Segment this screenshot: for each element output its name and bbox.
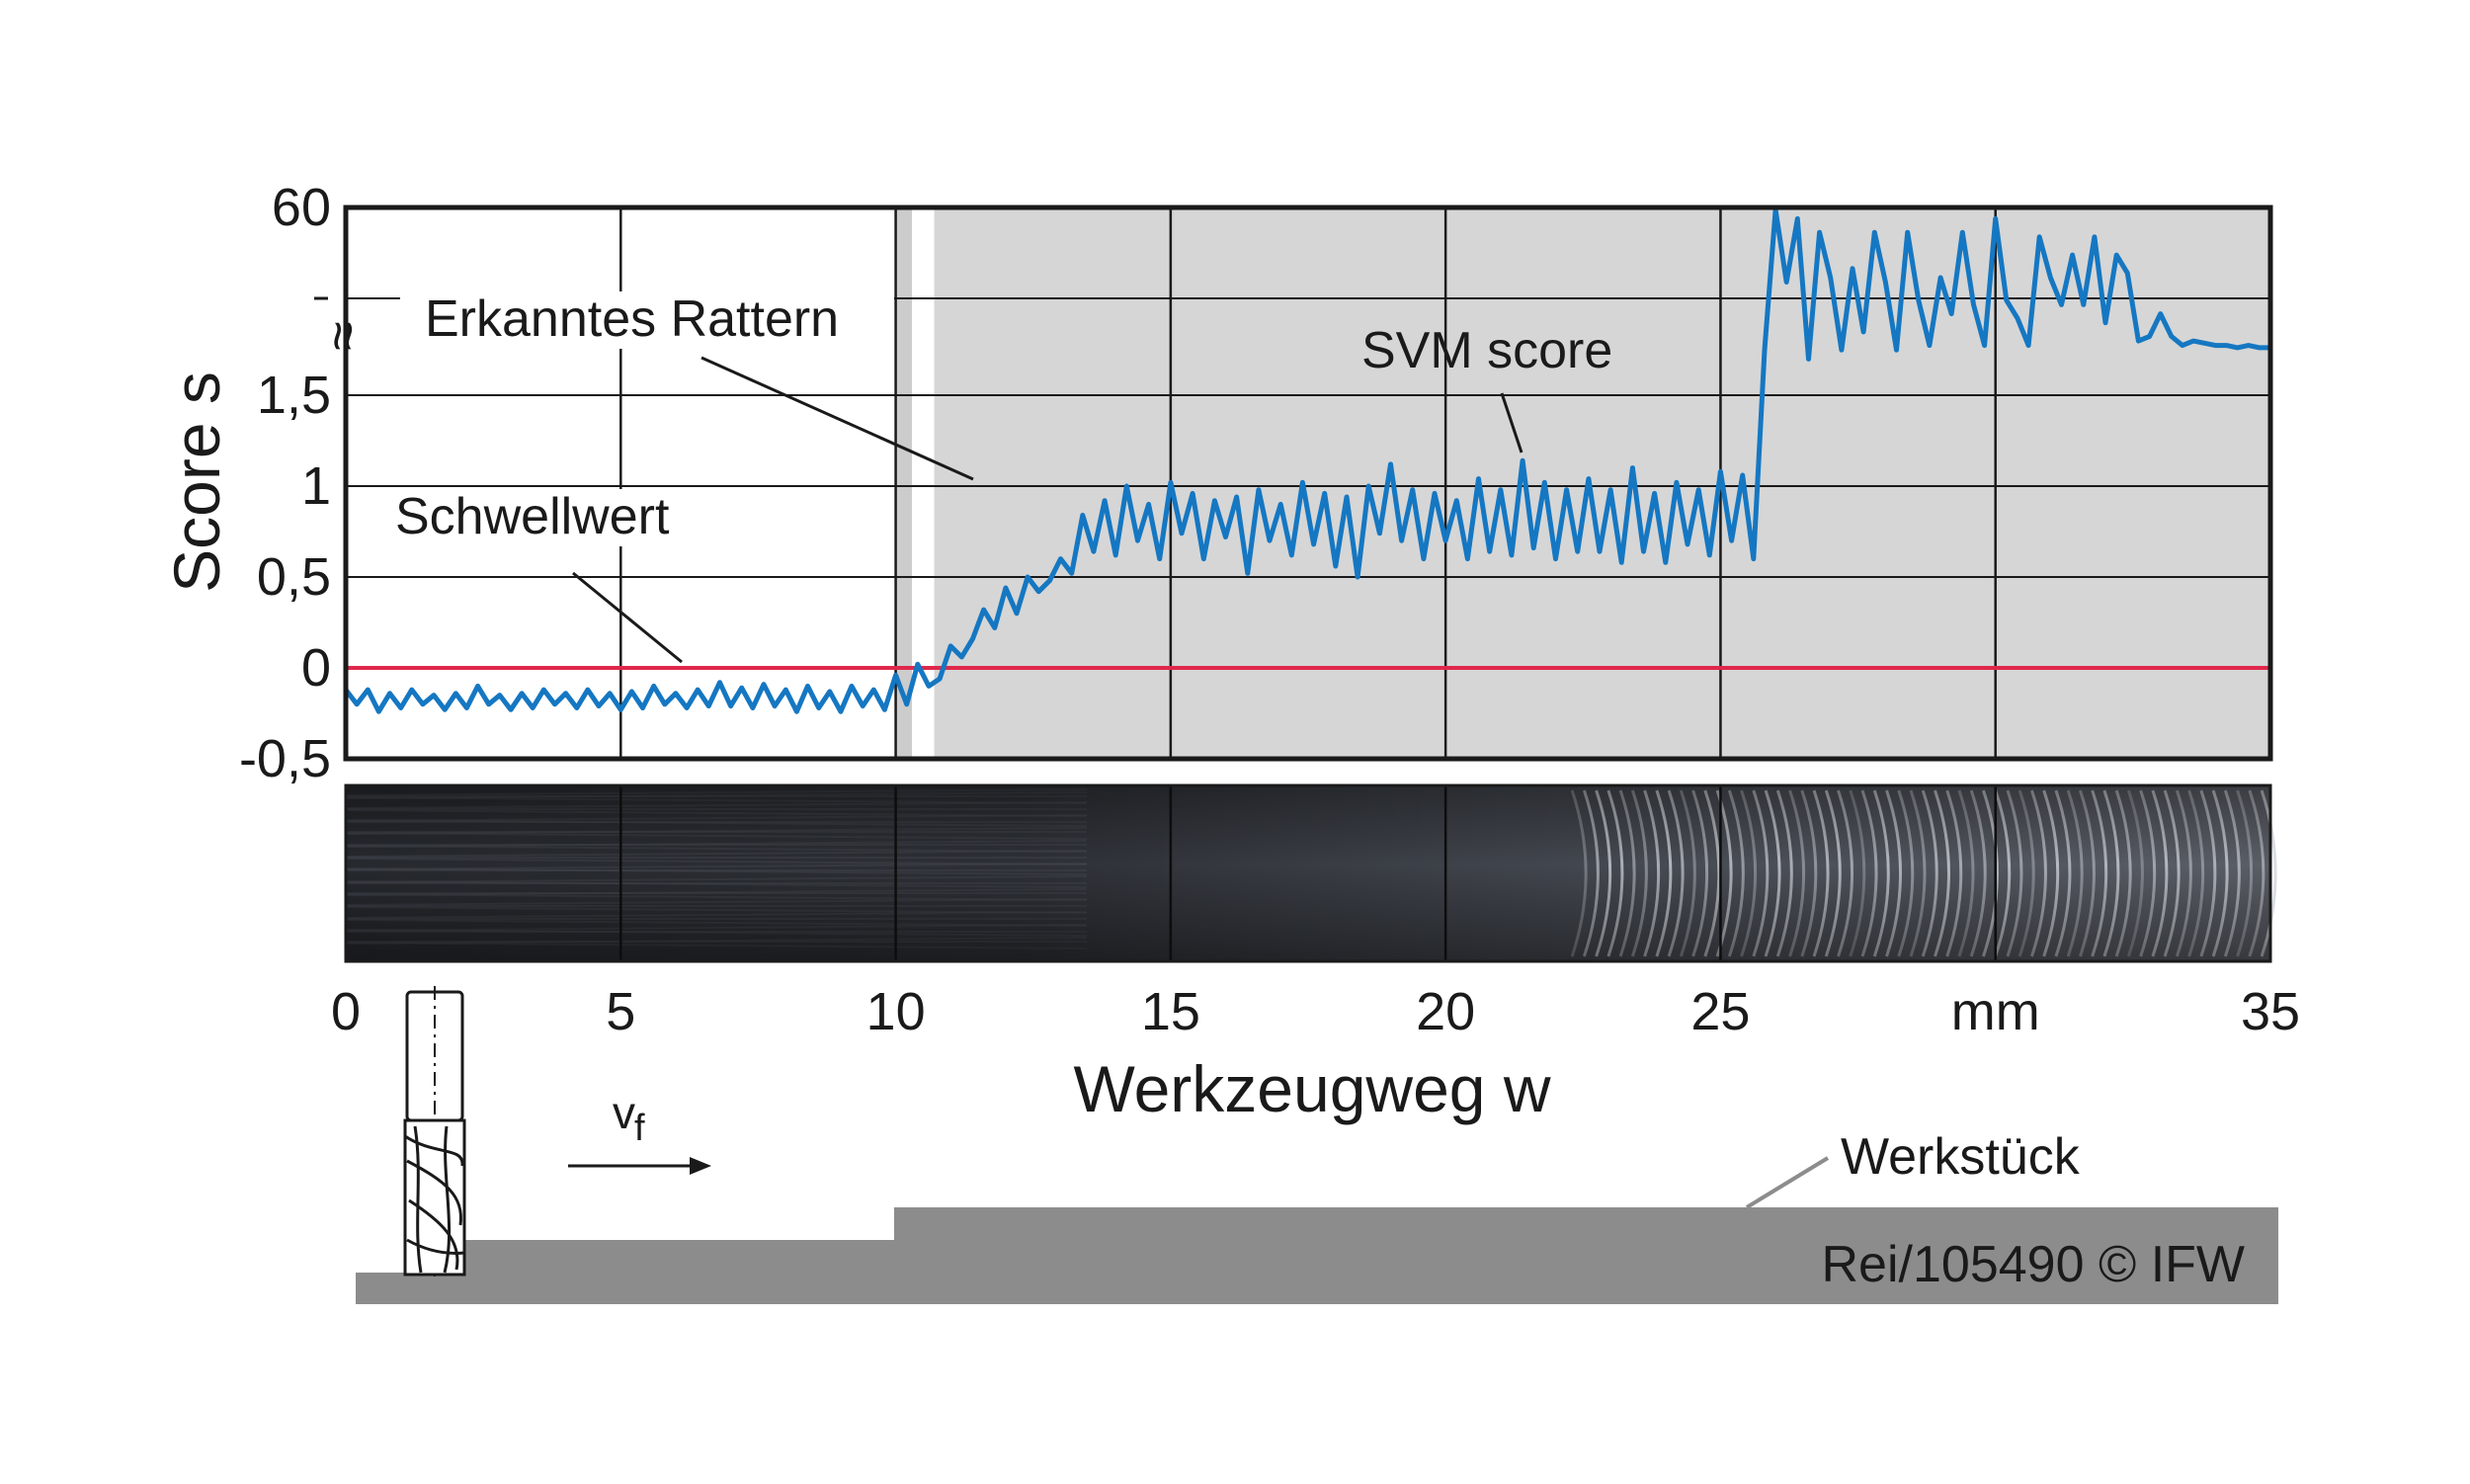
- label-knockout: [400, 291, 894, 349]
- feed-label: v: [613, 1087, 635, 1138]
- y-tick-label: 0: [301, 638, 331, 698]
- y-tick-label: 0,5: [257, 547, 331, 607]
- x-axis: 0 5 10 15 20 25 mm 35 Werkzeugweg w: [331, 982, 2300, 1125]
- strip-grid-lines: [619, 785, 1997, 961]
- chatter-label: Erkanntes Rattern: [425, 290, 839, 348]
- workpiece-illustration: Werkstück Rei/105490 © IFW v f: [356, 986, 2278, 1304]
- x-tick-labels: 0 5 10 15 20 25 mm 35: [331, 982, 2300, 1041]
- y-tick-label: 1,5: [257, 366, 331, 425]
- y-tick-label: -0,5: [239, 729, 331, 788]
- x-tick-label: 0: [331, 982, 361, 1041]
- surface-photo-strip: [344, 783, 2277, 963]
- y-tick-labels: -0,5 0 0,5 1 1,5 60: [239, 178, 331, 788]
- plot-panel: [343, 205, 2273, 762]
- annotations: Erkanntes Rattern Schwellwert SVM score: [395, 290, 1612, 664]
- credit-text: Rei/105490 © IFW: [1822, 1236, 2246, 1293]
- x-tick-label: 10: [866, 982, 926, 1041]
- y-tick-label: 1: [301, 456, 331, 516]
- series-leader: [1500, 392, 1523, 453]
- label-knockout: [390, 489, 704, 546]
- x-tick-label: mm: [1951, 982, 2040, 1041]
- y-tick-label: 60: [272, 178, 331, 237]
- end-mill-tool-icon: [403, 986, 466, 1277]
- workpiece-label: Werkstück: [1841, 1128, 2081, 1186]
- x-axis-label: Werkzeugweg w: [1074, 1052, 1551, 1125]
- transition-band: [896, 207, 912, 759]
- threshold-label: Schwellwert: [395, 488, 670, 545]
- series-label: SVM score: [1361, 322, 1612, 379]
- svm-score-line: [346, 207, 2270, 714]
- workpiece-leader: [1745, 1156, 1830, 1209]
- x-tick-label: 15: [1141, 982, 1200, 1041]
- y-axis-label: Score s: [160, 371, 233, 593]
- chatter-region: [934, 207, 2270, 759]
- y-axis-break-mark: ≈: [313, 321, 372, 351]
- x-tick-label: 5: [606, 982, 635, 1041]
- workpiece: [356, 1207, 2278, 1304]
- plot-frame: [343, 205, 2273, 762]
- x-tick-label: 25: [1690, 982, 1750, 1041]
- x-tick-label: 20: [1416, 982, 1475, 1041]
- chatter-leader: [700, 356, 974, 481]
- threshold-leader: [572, 571, 683, 664]
- x-tick-label: 35: [2241, 982, 2300, 1041]
- y-axis: -0,5 0 0,5 1 1,5 60 ≈ Score s: [160, 178, 372, 788]
- feed-arrow-head: [690, 1157, 711, 1175]
- feed-subscript: f: [634, 1108, 645, 1149]
